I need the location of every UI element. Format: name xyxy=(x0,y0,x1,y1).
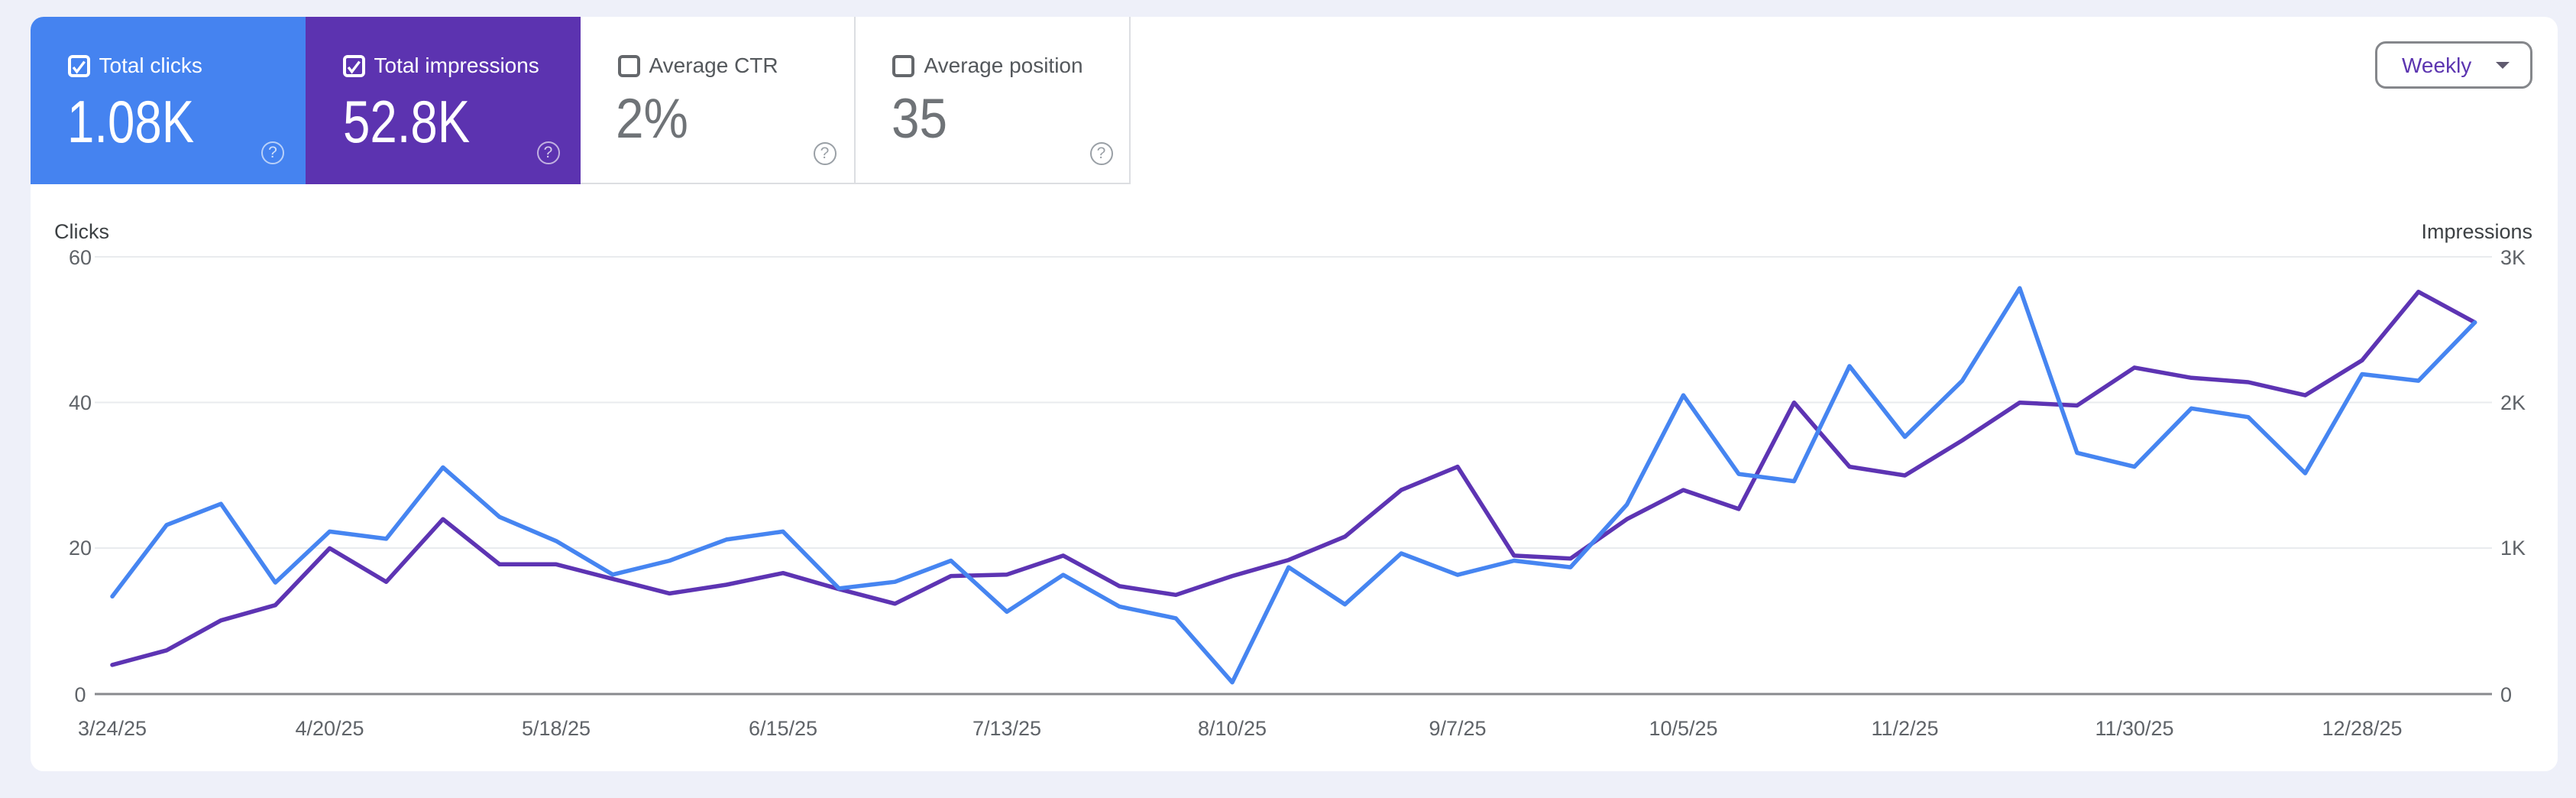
svg-text:60: 60 xyxy=(69,246,92,269)
svg-text:5/18/25: 5/18/25 xyxy=(522,717,591,740)
svg-text:20: 20 xyxy=(69,537,92,560)
svg-text:7/13/25: 7/13/25 xyxy=(972,717,1041,740)
svg-text:1K: 1K xyxy=(2500,537,2526,560)
svg-text:4/20/25: 4/20/25 xyxy=(295,717,364,740)
svg-text:0: 0 xyxy=(2500,683,2512,706)
svg-text:Clicks: Clicks xyxy=(54,220,109,243)
svg-text:3/24/25: 3/24/25 xyxy=(78,717,147,740)
svg-text:3K: 3K xyxy=(2500,246,2526,269)
svg-text:8/10/25: 8/10/25 xyxy=(1198,717,1267,740)
svg-text:11/30/25: 11/30/25 xyxy=(2095,717,2173,740)
svg-text:6/15/25: 6/15/25 xyxy=(749,717,817,740)
svg-text:10/5/25: 10/5/25 xyxy=(1649,717,1717,740)
svg-text:12/28/25: 12/28/25 xyxy=(2322,717,2402,740)
svg-text:0: 0 xyxy=(74,683,86,706)
svg-text:2K: 2K xyxy=(2500,391,2526,414)
svg-text:9/7/25: 9/7/25 xyxy=(1429,717,1486,740)
svg-text:11/2/25: 11/2/25 xyxy=(1871,717,1938,740)
svg-text:Impressions: Impressions xyxy=(2421,220,2532,243)
svg-text:40: 40 xyxy=(69,391,92,414)
